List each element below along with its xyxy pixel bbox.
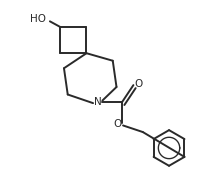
Text: N: N: [94, 97, 102, 107]
Text: O: O: [113, 119, 122, 129]
Text: O: O: [134, 79, 142, 89]
Text: HO: HO: [30, 14, 46, 24]
